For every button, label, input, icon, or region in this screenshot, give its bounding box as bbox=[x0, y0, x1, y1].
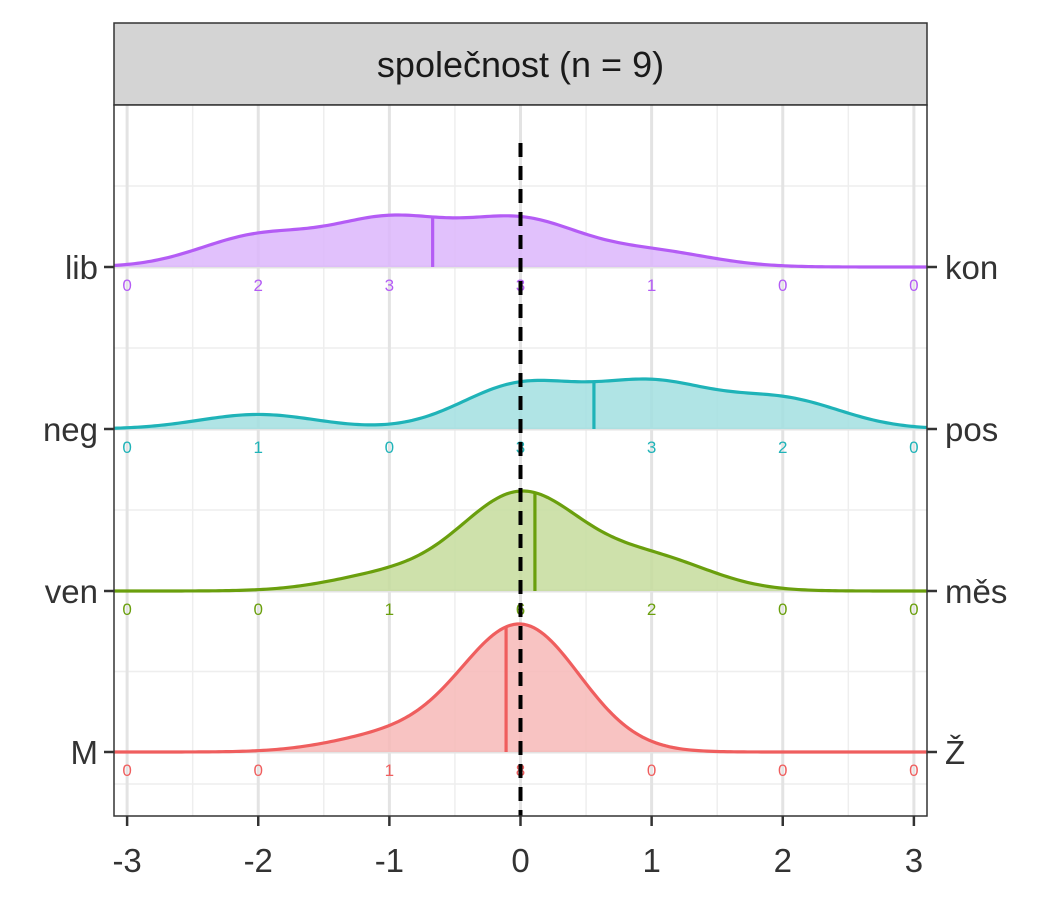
y-label-right: pos bbox=[945, 411, 998, 448]
count-label: 0 bbox=[647, 761, 656, 780]
y-label-left: M bbox=[71, 734, 99, 771]
count-label: 0 bbox=[909, 276, 918, 295]
y-label-left: neg bbox=[43, 411, 98, 448]
count-label: 3 bbox=[385, 276, 394, 295]
count-label: 0 bbox=[122, 761, 131, 780]
y-axis-left: lib neg ven M bbox=[43, 249, 114, 771]
count-label: 1 bbox=[385, 600, 394, 619]
facet-title: společnost (n = 9) bbox=[377, 44, 664, 85]
density-area bbox=[114, 624, 927, 752]
x-axis: -3 -2 -1 0 1 2 3 bbox=[112, 816, 923, 879]
count-label: 2 bbox=[254, 276, 263, 295]
count-label: 0 bbox=[778, 276, 787, 295]
count-label: 2 bbox=[778, 438, 787, 457]
y-label-left: lib bbox=[65, 249, 98, 286]
count-label: 1 bbox=[647, 276, 656, 295]
x-tick-label: -1 bbox=[375, 842, 404, 879]
density-line bbox=[114, 622, 927, 754]
y-axis-right: kon pos měs Ž bbox=[927, 249, 1007, 771]
count-label: 0 bbox=[778, 761, 787, 780]
y-label-left: ven bbox=[45, 573, 98, 610]
count-label: 0 bbox=[122, 276, 131, 295]
x-tick-label: 1 bbox=[642, 842, 660, 879]
plot-panel: 0233100010332000162000018000 bbox=[113, 104, 928, 817]
count-label: 0 bbox=[909, 600, 918, 619]
x-tick-label: -2 bbox=[244, 842, 273, 879]
count-label: 0 bbox=[909, 438, 918, 457]
y-label-right: Ž bbox=[945, 734, 965, 771]
count-label: 0 bbox=[254, 600, 263, 619]
count-label: 2 bbox=[647, 600, 656, 619]
count-label: 0 bbox=[909, 761, 918, 780]
count-label: 1 bbox=[254, 438, 263, 457]
count-label: 3 bbox=[647, 438, 656, 457]
y-label-right: měs bbox=[945, 573, 1007, 610]
facet-strip: společnost (n = 9) bbox=[113, 22, 928, 106]
count-label: 0 bbox=[122, 600, 131, 619]
count-label: 0 bbox=[385, 438, 394, 457]
count-label: 0 bbox=[778, 600, 787, 619]
x-tick-label: 2 bbox=[774, 842, 792, 879]
count-label: 0 bbox=[254, 761, 263, 780]
count-label: 0 bbox=[122, 438, 131, 457]
x-tick-label: 0 bbox=[511, 842, 529, 879]
y-label-right: kon bbox=[945, 249, 998, 286]
count-label: 1 bbox=[385, 761, 394, 780]
x-tick-label: 3 bbox=[905, 842, 923, 879]
facet-strip-background bbox=[113, 22, 928, 106]
x-tick-label: -3 bbox=[112, 842, 141, 879]
